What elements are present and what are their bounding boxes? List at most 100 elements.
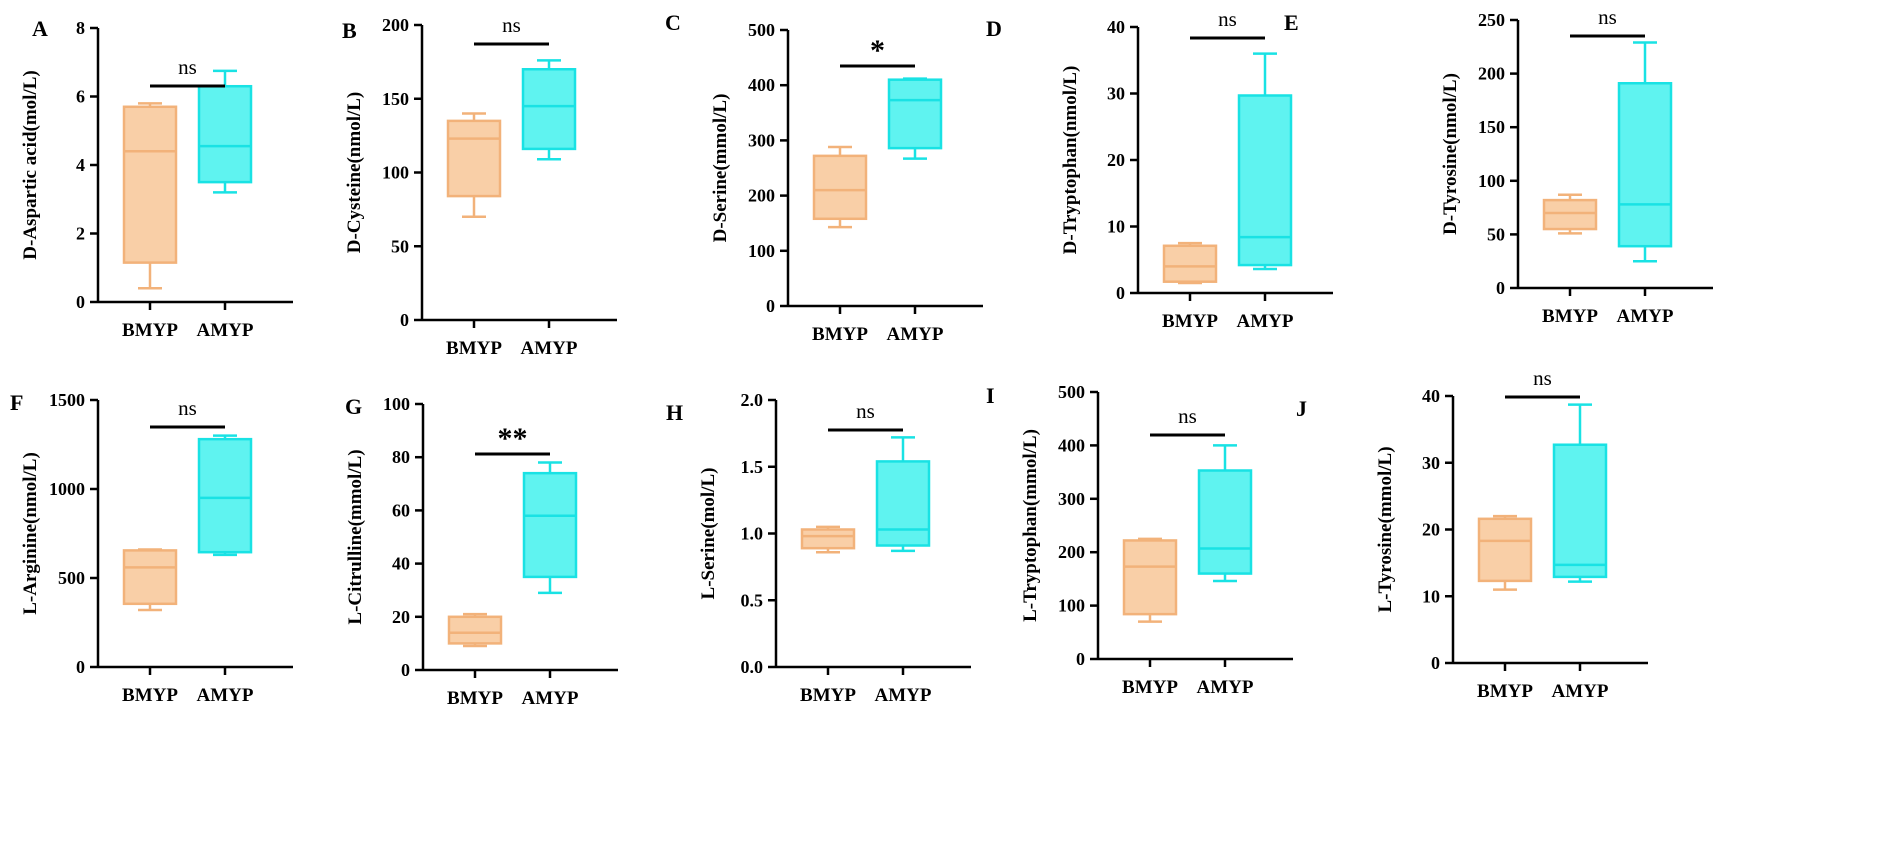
panel-h-letter: H xyxy=(666,400,683,425)
panel-i-ytick-label: 100 xyxy=(1058,596,1085,616)
panel-h-significance-label: ns xyxy=(856,399,875,423)
panel-f-amyp-box xyxy=(197,437,253,554)
panel-f-ylabel: L-Arginine(nmol/L) xyxy=(20,452,41,615)
panel-g-xtick-label: BMYP xyxy=(447,688,503,709)
panel-c-xtick-label: BMYP xyxy=(812,324,868,345)
panel-c-ytick-label: 500 xyxy=(748,20,775,40)
panel-e-significance-label: ns xyxy=(1598,5,1617,29)
panel-b-amyp-box xyxy=(521,68,577,151)
panel-i-ytick-label: 400 xyxy=(1058,435,1085,455)
panel-f-significance-label: ns xyxy=(178,396,197,420)
panel-e-ytick-label: 200 xyxy=(1478,64,1505,84)
panel-f-ytick-label: 1500 xyxy=(49,390,85,410)
panel-h-ylabel: L-Serine(mol/L) xyxy=(698,468,719,600)
panel-h-ytick-label: 2.0 xyxy=(741,390,764,410)
panel-a-bmyp-box xyxy=(122,105,178,264)
panel-g-xtick-label: AMYP xyxy=(522,688,579,709)
panel-d-xtick-label: BMYP xyxy=(1162,311,1218,332)
panel-h-ytick-label: 0.5 xyxy=(741,590,764,610)
panel-f-ytick-label: 0 xyxy=(76,657,85,677)
panel-b-xtick-label: AMYP xyxy=(521,338,578,359)
panel-d-ytick-label: 0 xyxy=(1116,283,1125,303)
panel-c-ytick-label: 200 xyxy=(748,186,775,206)
panel-c-chart: C D-Serine(mmol/L) 0 100 200 300 400 500 BMYP AMY… xyxy=(665,10,983,345)
panel-f-ytick-label: 500 xyxy=(58,568,85,588)
panel-f-letter: F xyxy=(10,390,23,415)
panel-b-ytick-label: 50 xyxy=(391,236,409,256)
panel-b-ytick-label: 200 xyxy=(382,15,409,35)
panel-i-letter: I xyxy=(986,383,995,408)
panel-j-ylabel: L-Tyrosine(mmol/L) xyxy=(1375,446,1396,612)
panel-d-ylabel: D-Tryptophan(nmol/L) xyxy=(1060,66,1081,255)
panel-h-ytick-label: 0.0 xyxy=(741,657,764,677)
panel-h-xtick-label: BMYP xyxy=(800,685,856,706)
panel-b-chart: B D-Cysteine(nmol/L) 0 50 100 150 200 BMYP AMYP n… xyxy=(342,13,617,359)
panel-g-ytick-label: 100 xyxy=(383,394,410,414)
panel-g-ytick-label: 20 xyxy=(392,607,410,627)
panel-g-bmyp-box xyxy=(447,615,503,645)
panel-i-ytick-label: 500 xyxy=(1058,382,1085,402)
panel-i-ylabel: L-Tryptophan(mmol/L) xyxy=(1020,429,1041,622)
panel-g-ytick-label: 80 xyxy=(392,447,410,467)
panel-i-xtick-label: BMYP xyxy=(1122,677,1178,698)
panel-j-significance-label: ns xyxy=(1533,366,1552,390)
panel-a-ylabel: D-Aspartic acid(mol/L) xyxy=(20,70,41,259)
panel-c-xtick-label: AMYP xyxy=(887,324,944,345)
panel-h-chart: H L-Serine(mol/L) 0.0 0.5 1.0 1.5 2.0 BMYP AMYP n… xyxy=(666,390,971,706)
panel-b-ytick-label: 150 xyxy=(382,89,409,109)
panel-c-ytick-label: 300 xyxy=(748,130,775,150)
panel-c-amyp-box xyxy=(887,78,943,150)
panel-d-ytick-label: 20 xyxy=(1107,150,1125,170)
panel-e-ytick-label: 0 xyxy=(1496,278,1505,298)
panel-e-ytick-label: 100 xyxy=(1478,171,1505,191)
panel-a-chart: A D-Aspartic acid(mol/L) 0 2 4 6 8 BMYP AMYP ns xyxy=(20,16,293,341)
panel-j-xtick-label: AMYP xyxy=(1552,681,1609,702)
panel-i-significance-label: ns xyxy=(1178,404,1197,428)
panel-g-letter: G xyxy=(345,394,362,419)
panel-i-ytick-label: 300 xyxy=(1058,489,1085,509)
panel-d-significance-label: ns xyxy=(1218,7,1237,31)
panel-g-ytick-label: 40 xyxy=(392,554,410,574)
panel-g-amyp-box xyxy=(522,471,578,579)
panel-g-chart: G L-Citrulline(mmol/L) 0 20 40 60 80 100 BMYP AMY… xyxy=(345,394,618,709)
panel-j-ytick-label: 20 xyxy=(1422,520,1440,540)
panel-d-letter: D xyxy=(986,16,1002,41)
panel-f-xtick-label: AMYP xyxy=(197,685,254,706)
panel-c-significance-label: * xyxy=(870,34,885,67)
panel-j-bmyp-box xyxy=(1477,517,1533,583)
panel-f-chart: F L-Arginine(nmol/L) 0 500 1000 1500 BMYP AMYP n… xyxy=(10,390,293,706)
panel-j-ytick-label: 40 xyxy=(1422,386,1440,406)
panel-g-significance-label: ** xyxy=(498,422,528,455)
panel-d-xtick-label: AMYP xyxy=(1237,311,1294,332)
panel-b-significance-label: ns xyxy=(502,13,521,37)
panel-c-ytick-label: 100 xyxy=(748,241,775,261)
panel-h-amyp-box xyxy=(875,460,931,547)
panel-e-xtick-label: AMYP xyxy=(1617,306,1674,327)
panel-e-ylabel: D-Tyrosine(nmol/L) xyxy=(1440,73,1461,235)
panel-j-amyp-box xyxy=(1552,443,1608,579)
panel-e-ytick-label: 250 xyxy=(1478,10,1505,30)
panel-a-ytick-label: 2 xyxy=(76,224,85,244)
panel-e-ytick-label: 50 xyxy=(1487,224,1505,244)
panel-e-bmyp-box xyxy=(1542,198,1598,231)
panel-b-ylabel: D-Cysteine(nmol/L) xyxy=(344,92,365,253)
panel-d-ytick-label: 30 xyxy=(1107,84,1125,104)
panel-j-ytick-label: 10 xyxy=(1422,586,1440,606)
panel-i-amyp-box xyxy=(1197,469,1253,575)
panel-i-ytick-label: 200 xyxy=(1058,542,1085,562)
panel-e-ytick-label: 150 xyxy=(1478,117,1505,137)
panel-b-letter: B xyxy=(342,18,357,43)
panel-b-ytick-label: 0 xyxy=(400,310,409,330)
panel-j-xtick-label: BMYP xyxy=(1477,681,1533,702)
panel-h-ytick-label: 1.5 xyxy=(741,457,764,477)
panel-a-ytick-label: 4 xyxy=(76,155,85,175)
panel-a-amyp-box xyxy=(197,84,253,184)
panel-i-xtick-label: AMYP xyxy=(1197,677,1254,698)
panel-g-ytick-label: 0 xyxy=(401,660,410,680)
panel-c-ytick-label: 400 xyxy=(748,75,775,95)
panel-d-chart: D D-Tryptophan(nmol/L) 0 10 20 30 40 BMYP AMYP ns xyxy=(986,7,1333,332)
panel-e-amyp-box xyxy=(1617,81,1673,248)
panel-j-ytick-label: 30 xyxy=(1422,453,1440,473)
panel-a-ytick-label: 8 xyxy=(76,18,85,38)
